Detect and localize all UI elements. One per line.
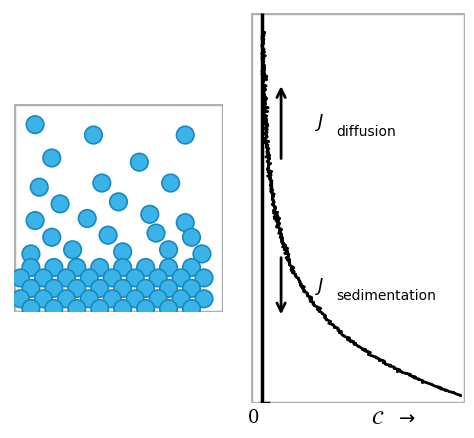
Circle shape — [81, 269, 98, 287]
Circle shape — [114, 259, 131, 276]
Circle shape — [114, 279, 131, 297]
Circle shape — [103, 269, 121, 287]
Circle shape — [100, 226, 117, 244]
Circle shape — [183, 259, 200, 276]
Circle shape — [160, 241, 177, 258]
Circle shape — [137, 279, 155, 297]
Circle shape — [45, 259, 63, 276]
Circle shape — [22, 245, 40, 263]
Circle shape — [43, 229, 61, 246]
Circle shape — [68, 300, 85, 318]
Text: sedimentation: sedimentation — [337, 289, 437, 303]
Circle shape — [127, 269, 144, 287]
Circle shape — [58, 290, 75, 307]
Circle shape — [131, 153, 148, 171]
Circle shape — [103, 290, 121, 307]
Circle shape — [27, 116, 44, 134]
Circle shape — [149, 290, 167, 307]
Text: $J$: $J$ — [315, 112, 325, 133]
Circle shape — [183, 229, 200, 246]
Circle shape — [183, 279, 200, 297]
Circle shape — [127, 290, 144, 307]
Circle shape — [68, 259, 85, 276]
Circle shape — [35, 269, 52, 287]
Circle shape — [68, 279, 85, 297]
Circle shape — [30, 178, 48, 196]
Circle shape — [160, 279, 177, 297]
Circle shape — [176, 126, 194, 144]
Circle shape — [147, 224, 165, 242]
Circle shape — [85, 126, 102, 144]
Circle shape — [79, 210, 96, 227]
Circle shape — [195, 269, 213, 287]
Circle shape — [91, 259, 109, 276]
Circle shape — [195, 290, 213, 307]
Circle shape — [12, 269, 29, 287]
Circle shape — [22, 279, 40, 297]
Text: 0: 0 — [248, 409, 259, 427]
Text: $J$: $J$ — [315, 276, 325, 297]
Circle shape — [176, 214, 194, 231]
Circle shape — [149, 269, 167, 287]
Circle shape — [173, 269, 190, 287]
Circle shape — [91, 300, 109, 318]
Circle shape — [193, 245, 210, 263]
Circle shape — [64, 241, 82, 258]
Circle shape — [162, 174, 179, 192]
Text: diffusion: diffusion — [337, 125, 396, 139]
Circle shape — [22, 259, 40, 276]
Circle shape — [114, 300, 131, 318]
Circle shape — [35, 290, 52, 307]
Circle shape — [12, 290, 29, 307]
Circle shape — [27, 212, 44, 230]
Circle shape — [58, 269, 75, 287]
Circle shape — [173, 290, 190, 307]
Circle shape — [110, 193, 127, 211]
Circle shape — [93, 174, 110, 192]
Circle shape — [137, 259, 155, 276]
Circle shape — [137, 300, 155, 318]
Circle shape — [160, 259, 177, 276]
Circle shape — [45, 279, 63, 297]
Circle shape — [114, 243, 131, 261]
Circle shape — [43, 149, 61, 167]
Circle shape — [91, 279, 109, 297]
Circle shape — [81, 290, 98, 307]
Circle shape — [160, 300, 177, 318]
Circle shape — [183, 300, 200, 318]
Circle shape — [45, 300, 63, 318]
Circle shape — [22, 300, 40, 318]
Circle shape — [141, 205, 158, 223]
Text: $\mathcal{C}$  $\rightarrow$: $\mathcal{C}$ $\rightarrow$ — [371, 409, 416, 428]
Circle shape — [51, 195, 69, 212]
